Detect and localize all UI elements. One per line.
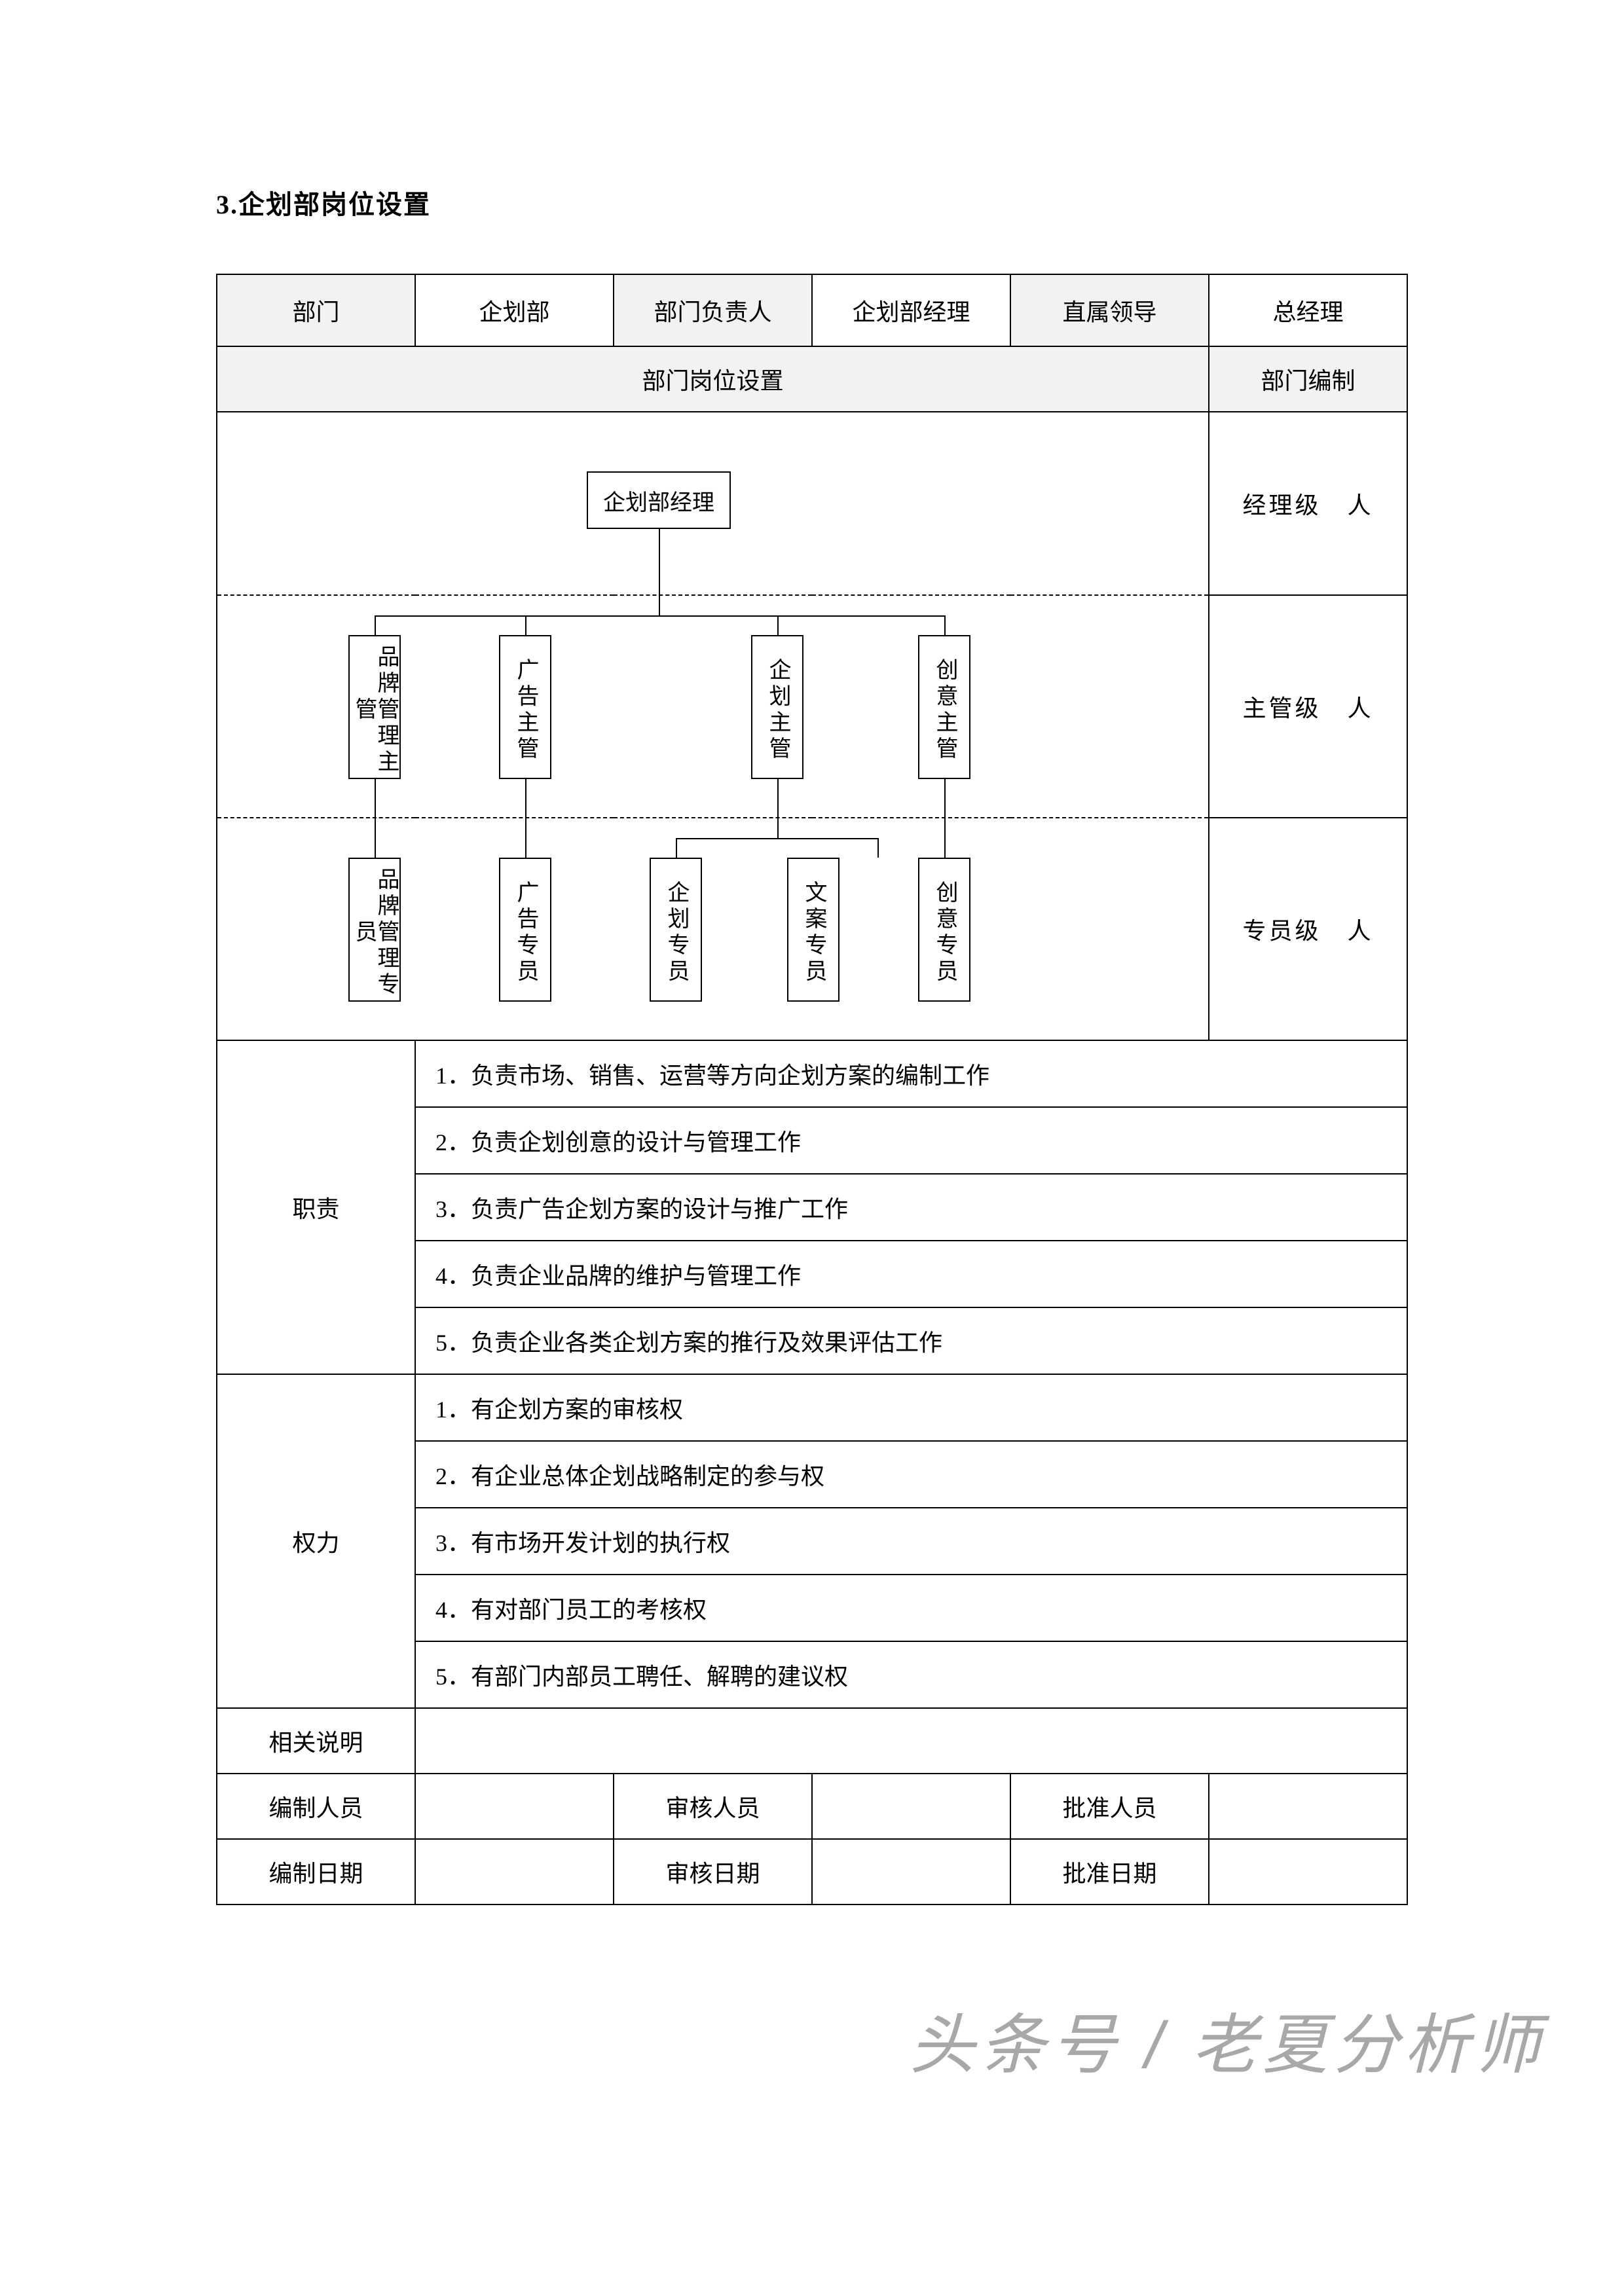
subheader-row: 部门岗位设置 部门编制 (217, 346, 1407, 412)
org-node-manager: 企划部经理 (587, 471, 731, 529)
header-row: 部门 企划部 部门负责人 企划部经理 直属领导 总经理 (217, 274, 1407, 346)
connector (375, 779, 376, 818)
org-level3-side: 专员级 人 (1209, 818, 1407, 1040)
title-text: 企划部岗位设置 (238, 190, 431, 219)
org-level1-cell: 企划部经理 (217, 412, 1209, 595)
duty-item: 1．负责市场、销售、运营等方向企划方案的编制工作 (415, 1040, 1407, 1107)
connector (944, 779, 946, 818)
review-date-label: 审核日期 (614, 1839, 812, 1904)
connector (659, 529, 660, 596)
org-node-supervisor: 企划主管 (751, 635, 803, 779)
watermark: 头条号 / 老夏分析师 (910, 1992, 1545, 2086)
connector (659, 596, 660, 615)
connector (676, 838, 677, 858)
connector (375, 615, 376, 635)
org-node-supervisor: 创意主管 (918, 635, 970, 779)
power-row-1: 权力 1．有企划方案的审核权 (217, 1374, 1407, 1441)
connector (375, 615, 944, 617)
dept-value: 企划部 (415, 274, 614, 346)
powers-label: 权力 (217, 1374, 415, 1708)
head-label: 部门负责人 (614, 274, 812, 346)
org-node-supervisor: 广告主管 (499, 635, 551, 779)
prepare-date-value (415, 1839, 614, 1904)
org-level2-row: 品牌管理主管 广告主管 企划主管 创意主管 主管级 人 (217, 595, 1407, 818)
org-node-specialist: 文案专员 (787, 858, 840, 1002)
head-value: 企划部经理 (812, 274, 1010, 346)
leader-value: 总经理 (1209, 274, 1407, 346)
duty-item: 5．负责企业各类企划方案的推行及效果评估工作 (415, 1307, 1407, 1374)
org-level2-cell: 品牌管理主管 广告主管 企划主管 创意主管 (217, 595, 1209, 818)
reviewer-label: 审核人员 (614, 1774, 812, 1839)
footer-date-row: 编制日期 审核日期 批准日期 (217, 1839, 1407, 1904)
positions-label: 部门岗位设置 (217, 346, 1209, 412)
connector (375, 818, 376, 858)
org-level2-side: 主管级 人 (1209, 595, 1407, 818)
approver-label: 批准人员 (1010, 1774, 1209, 1839)
org-node-specialist: 企划专员 (650, 858, 702, 1002)
review-date-value (812, 1839, 1010, 1904)
duty-row-1: 职责 1．负责市场、销售、运营等方向企划方案的编制工作 (217, 1040, 1407, 1107)
org-node-specialist: 品牌管理专员 (348, 858, 401, 1002)
power-item: 4．有对部门员工的考核权 (415, 1575, 1407, 1641)
duty-item: 2．负责企划创意的设计与管理工作 (415, 1107, 1407, 1174)
staffing-label: 部门编制 (1209, 346, 1407, 412)
duties-label: 职责 (217, 1040, 415, 1374)
connector (777, 818, 779, 838)
org-level1-row: 企划部经理 经理级 人 (217, 412, 1407, 595)
connector (777, 615, 779, 635)
org-level3-row: 品牌管理专员 广告专员 企划专员 文案专员 创意专员 专员级 人 (217, 818, 1407, 1040)
prepare-date-label: 编制日期 (217, 1839, 415, 1904)
power-item: 1．有企划方案的审核权 (415, 1374, 1407, 1441)
connector (525, 779, 526, 818)
main-table: 部门 企划部 部门负责人 企划部经理 直属领导 总经理 部门岗位设置 部门编制 … (216, 274, 1408, 1905)
power-item: 5．有部门内部员工聘任、解聘的建议权 (415, 1641, 1407, 1708)
connector (525, 615, 526, 635)
org-level1-side: 经理级 人 (1209, 412, 1407, 595)
notes-value (415, 1708, 1407, 1774)
notes-row: 相关说明 (217, 1708, 1407, 1774)
connector (944, 615, 946, 635)
approver-value (1209, 1774, 1407, 1839)
org-node-specialist: 创意专员 (918, 858, 970, 1002)
connector (525, 818, 526, 858)
connector (877, 838, 879, 858)
org-node-specialist: 广告专员 (499, 858, 551, 1002)
leader-label: 直属领导 (1010, 274, 1209, 346)
connector (944, 838, 946, 858)
duty-item: 4．负责企业品牌的维护与管理工作 (415, 1241, 1407, 1307)
connector (777, 779, 779, 818)
org-node-supervisor: 品牌管理主管 (348, 635, 401, 779)
notes-label: 相关说明 (217, 1708, 415, 1774)
page-title: 3.企划部岗位设置 (216, 183, 1408, 221)
approve-date-label: 批准日期 (1010, 1839, 1209, 1904)
footer-people-row: 编制人员 审核人员 批准人员 (217, 1774, 1407, 1839)
reviewer-value (812, 1774, 1010, 1839)
title-number: 3. (216, 190, 238, 219)
dept-label: 部门 (217, 274, 415, 346)
approve-date-value (1209, 1839, 1407, 1904)
duty-item: 3．负责广告企划方案的设计与推广工作 (415, 1174, 1407, 1241)
org-level3-cell: 品牌管理专员 广告专员 企划专员 文案专员 创意专员 (217, 818, 1209, 1040)
preparer-value (415, 1774, 614, 1839)
power-item: 3．有市场开发计划的执行权 (415, 1508, 1407, 1575)
connector (676, 838, 879, 839)
power-item: 2．有企业总体企划战略制定的参与权 (415, 1441, 1407, 1508)
preparer-label: 编制人员 (217, 1774, 415, 1839)
